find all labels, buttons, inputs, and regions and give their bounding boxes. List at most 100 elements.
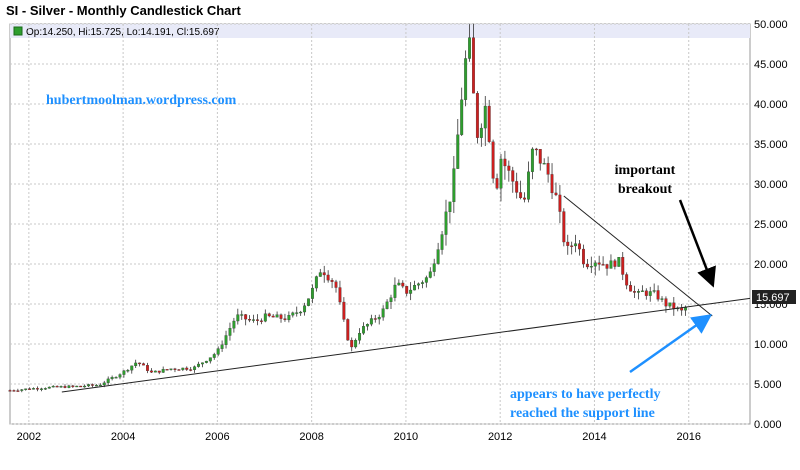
candle-up xyxy=(413,285,417,291)
candle-down xyxy=(475,93,479,138)
support-arrow xyxy=(629,314,713,374)
candle-up xyxy=(444,211,448,235)
candle-down xyxy=(279,314,283,319)
x-tick-label: 2002 xyxy=(17,431,41,443)
candle-down xyxy=(401,282,405,287)
candle-down xyxy=(12,390,16,392)
candle-down xyxy=(519,192,523,199)
candle-up xyxy=(589,266,593,268)
candle-down xyxy=(165,369,169,371)
candle-up xyxy=(464,58,468,100)
candle-up xyxy=(397,282,401,286)
candle-up xyxy=(161,369,165,373)
candle-up xyxy=(134,362,138,367)
candle-down xyxy=(656,290,660,300)
candle-up xyxy=(169,368,173,370)
candle-down xyxy=(63,386,67,388)
candle-up xyxy=(43,388,47,390)
candle-down xyxy=(664,298,668,307)
candle-up xyxy=(417,283,420,286)
candle-down xyxy=(342,301,346,320)
y-tick-label: 10.000 xyxy=(754,339,788,351)
candle-up xyxy=(369,318,373,325)
candle-up xyxy=(24,388,28,390)
candle-up xyxy=(98,384,102,387)
candle-down xyxy=(177,369,181,371)
watermark: hubertmoolman.wordpress.com xyxy=(46,93,237,108)
candle-up xyxy=(652,290,656,292)
candle-up xyxy=(668,302,672,307)
candle-down xyxy=(672,302,676,310)
candle-up xyxy=(307,298,310,306)
candle-up xyxy=(530,148,534,172)
support-line xyxy=(61,297,751,393)
y-tick-label: 25.000 xyxy=(754,219,788,231)
candle-down xyxy=(173,368,177,370)
resistance-line xyxy=(563,195,713,317)
candle-down xyxy=(613,260,617,267)
candle-up xyxy=(94,384,98,387)
candle-up xyxy=(32,388,36,390)
candle-up xyxy=(106,378,110,383)
candle-down xyxy=(55,385,59,388)
candle-up xyxy=(118,374,122,378)
candle-down xyxy=(585,263,589,268)
candle-down xyxy=(185,367,189,370)
x-tick-label: 2014 xyxy=(582,431,606,443)
candle-down xyxy=(326,274,330,281)
candle-up xyxy=(436,249,440,264)
candle-up xyxy=(236,314,240,322)
candle-up xyxy=(303,305,307,313)
candle-up xyxy=(228,328,232,336)
candle-up xyxy=(358,333,362,341)
candle-down xyxy=(79,385,83,388)
candle-up xyxy=(452,168,456,203)
candle-down xyxy=(495,178,499,189)
candle-down xyxy=(322,272,326,276)
candle-up xyxy=(409,289,413,294)
candle-up xyxy=(232,320,236,329)
candle-down xyxy=(28,388,32,390)
candle-up xyxy=(59,386,63,388)
candle-up xyxy=(432,263,436,272)
candle-up xyxy=(197,363,200,367)
candle-up xyxy=(130,365,134,371)
candle-down xyxy=(259,320,263,322)
candle-up xyxy=(318,272,322,277)
candle-up xyxy=(483,105,487,129)
candle-up xyxy=(83,385,87,388)
candle-up xyxy=(220,344,224,349)
y-tick-label: 35.000 xyxy=(754,139,788,151)
candle-down xyxy=(267,313,271,317)
candle-up xyxy=(428,271,432,278)
candle-down xyxy=(142,363,145,366)
candle-up xyxy=(87,384,91,387)
candle-up xyxy=(201,362,204,365)
candle-down xyxy=(8,390,12,392)
candle-down xyxy=(350,339,354,348)
candle-up xyxy=(499,158,503,189)
candle-down xyxy=(578,243,581,250)
candle-up xyxy=(263,313,267,322)
candle-down xyxy=(546,163,550,175)
annotation-support: appears to have perfectly reached the su… xyxy=(510,385,710,423)
candle-up xyxy=(299,311,303,314)
candle-up xyxy=(617,257,621,267)
candle-up xyxy=(204,360,208,363)
candle-up xyxy=(181,367,185,370)
candle-up xyxy=(216,348,220,355)
candle-up xyxy=(240,314,244,316)
y-tick-label: 30.000 xyxy=(754,179,788,191)
candle-down xyxy=(538,149,542,164)
candle-up xyxy=(39,388,43,390)
candle-up xyxy=(660,298,664,300)
last-value-box xyxy=(752,290,796,304)
breakout-arrow xyxy=(678,199,716,288)
candle-down xyxy=(283,318,287,321)
candle-down xyxy=(629,285,633,292)
candle-down xyxy=(244,314,248,320)
candle-up xyxy=(593,262,597,267)
candle-up xyxy=(212,354,216,358)
y-tick-label: 50.000 xyxy=(754,19,788,31)
candle-up xyxy=(51,385,55,388)
